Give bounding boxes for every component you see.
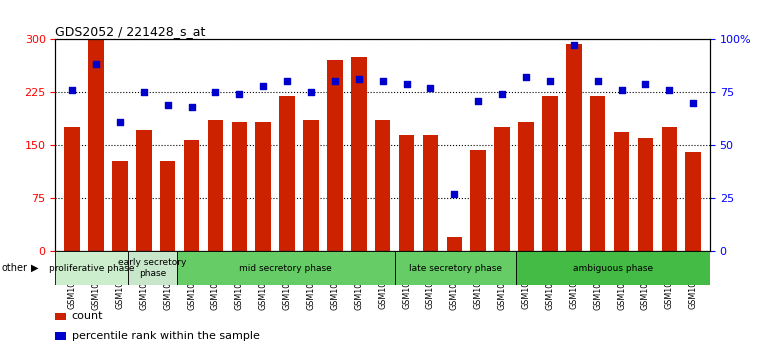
Text: other: other [2, 263, 28, 273]
Bar [447, 237, 462, 251]
Point [400, 81, 413, 86]
Bar [542, 96, 557, 251]
Bar [184, 140, 199, 251]
Bar [232, 122, 247, 251]
Text: count: count [72, 312, 103, 321]
Point [448, 191, 460, 197]
Point [591, 79, 604, 84]
Point [162, 102, 174, 108]
Point [138, 89, 150, 95]
Bar [470, 150, 486, 251]
Text: ▶: ▶ [31, 263, 38, 273]
Bar [176, 251, 395, 285]
Point [496, 91, 508, 97]
Point [424, 85, 437, 91]
Point [663, 87, 675, 93]
Bar [516, 251, 710, 285]
Text: GDS2052 / 221428_s_at: GDS2052 / 221428_s_at [55, 25, 206, 38]
Bar [494, 127, 510, 251]
Bar [160, 161, 176, 251]
Point [281, 79, 293, 84]
Bar [112, 161, 128, 251]
Text: ambiguous phase: ambiguous phase [573, 264, 653, 273]
Point [329, 79, 341, 84]
Point [209, 89, 222, 95]
Point [520, 74, 532, 80]
Text: proliferative phase: proliferative phase [49, 264, 135, 273]
Text: mid secretory phase: mid secretory phase [239, 264, 332, 273]
Point [305, 89, 317, 95]
Text: percentile rank within the sample: percentile rank within the sample [72, 331, 259, 341]
Bar [661, 127, 677, 251]
Bar [685, 152, 701, 251]
Bar [614, 132, 629, 251]
Point [377, 79, 389, 84]
Bar [399, 135, 414, 251]
Bar [423, 135, 438, 251]
Bar [566, 44, 581, 251]
Point [567, 42, 580, 48]
Point [114, 119, 126, 125]
Point [544, 79, 556, 84]
Point [687, 100, 699, 105]
Point [639, 81, 651, 86]
Bar [375, 120, 390, 251]
Point [257, 83, 270, 88]
Bar [208, 120, 223, 251]
Bar [638, 138, 653, 251]
Point [353, 76, 365, 82]
Bar [518, 122, 534, 251]
Point [472, 98, 484, 103]
Point [186, 104, 198, 110]
Bar [590, 96, 605, 251]
Bar [351, 57, 367, 251]
Point [90, 62, 102, 67]
Bar [327, 60, 343, 251]
Text: late secretory phase: late secretory phase [409, 264, 502, 273]
Bar [256, 122, 271, 251]
Bar [128, 251, 176, 285]
Point [233, 91, 246, 97]
Bar [89, 40, 104, 251]
Point [66, 87, 79, 93]
Point [615, 87, 628, 93]
Bar [65, 127, 80, 251]
Bar [280, 96, 295, 251]
Bar [395, 251, 516, 285]
Text: early secretory
phase: early secretory phase [119, 258, 186, 278]
Bar [55, 251, 128, 285]
Bar [136, 130, 152, 251]
Bar [303, 120, 319, 251]
